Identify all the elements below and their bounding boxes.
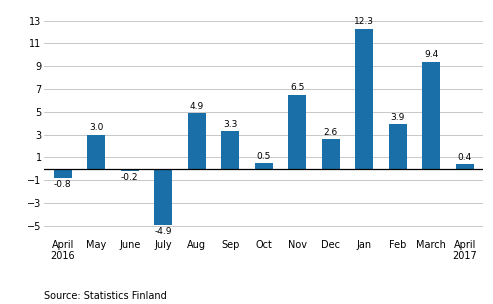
Bar	[288, 95, 307, 169]
Text: -0.2: -0.2	[121, 173, 139, 182]
Bar	[388, 124, 407, 169]
Bar	[456, 164, 474, 169]
Text: 4.9: 4.9	[190, 102, 204, 111]
Text: 6.5: 6.5	[290, 83, 305, 92]
Bar	[422, 61, 440, 169]
Text: 12.3: 12.3	[354, 17, 374, 26]
Text: 3.9: 3.9	[390, 113, 405, 122]
Text: 9.4: 9.4	[424, 50, 438, 59]
Bar	[321, 139, 340, 169]
Text: Source: Statistics Finland: Source: Statistics Finland	[44, 291, 167, 301]
Bar	[54, 169, 72, 178]
Text: 3.0: 3.0	[89, 123, 104, 132]
Bar	[221, 131, 240, 169]
Bar	[187, 113, 206, 169]
Bar	[254, 163, 273, 169]
Bar	[121, 169, 139, 171]
Bar	[154, 169, 173, 225]
Bar	[87, 134, 106, 169]
Text: 0.5: 0.5	[256, 152, 271, 161]
Text: 0.4: 0.4	[458, 153, 472, 162]
Text: -4.9: -4.9	[154, 227, 172, 236]
Text: 2.6: 2.6	[323, 128, 338, 137]
Text: 3.3: 3.3	[223, 120, 238, 129]
Bar	[355, 29, 373, 169]
Text: -0.8: -0.8	[54, 180, 71, 189]
